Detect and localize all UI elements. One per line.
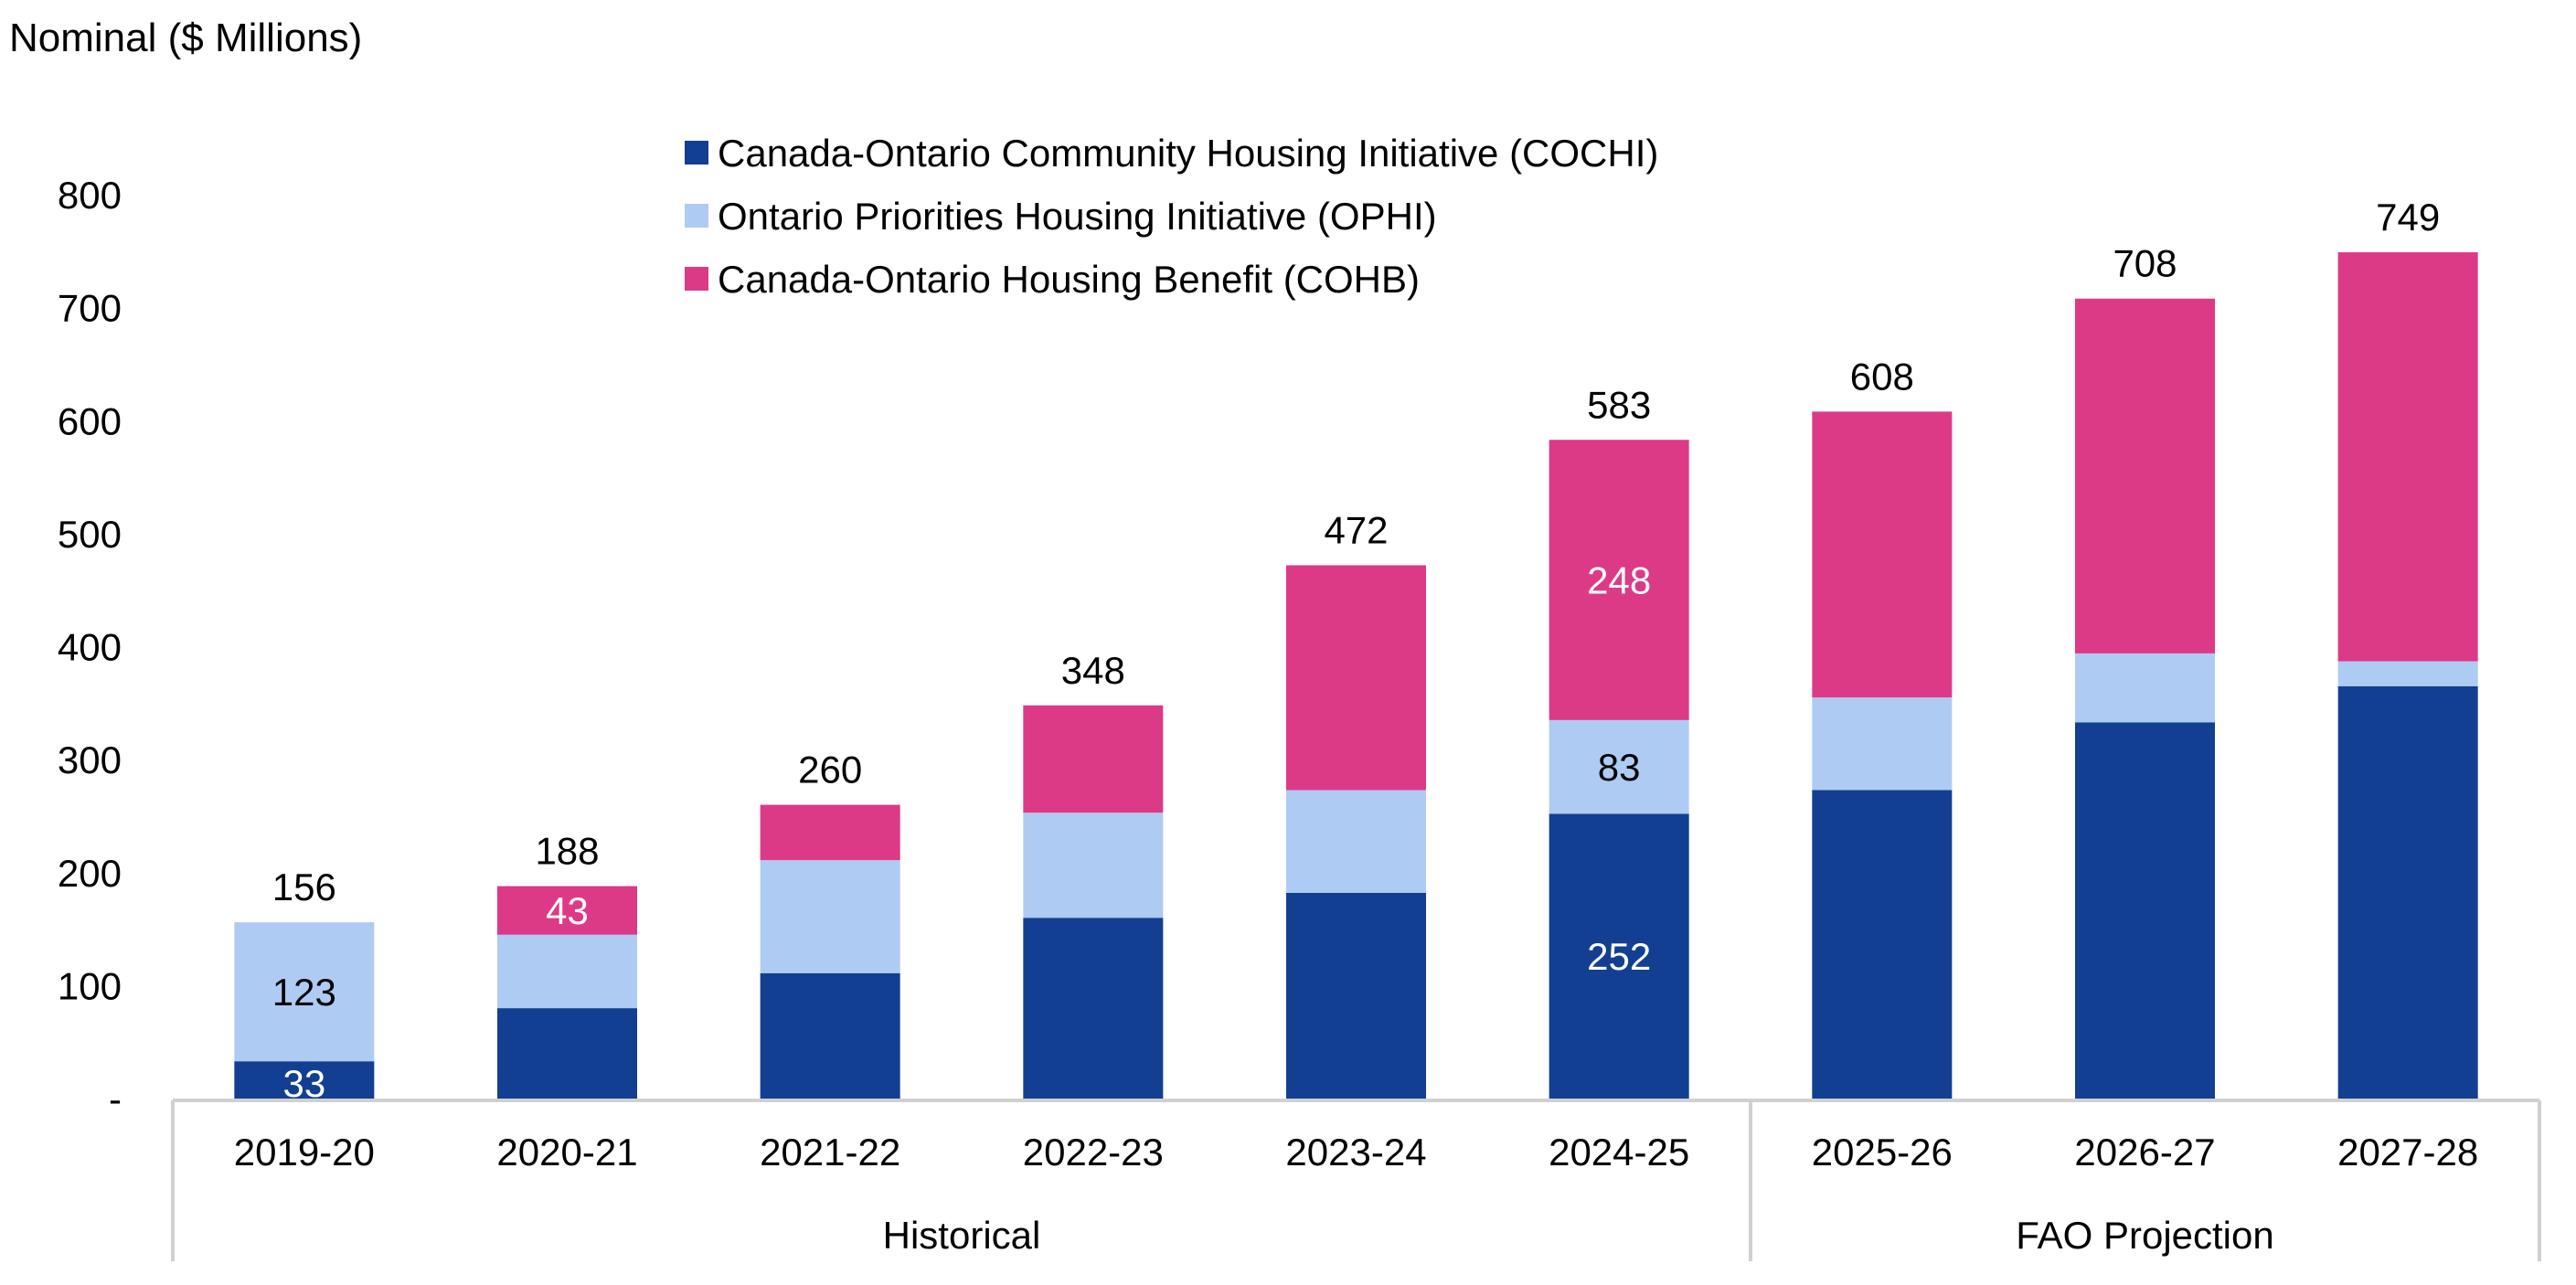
y-tick-label: 700 bbox=[58, 287, 122, 330]
bars: 3312315643188260348472252832485836087087… bbox=[234, 196, 2478, 1105]
x-axis: 2019-20 2020-21 2021-22 2022-23 2023-24 2024-… bbox=[171, 1099, 2541, 1261]
x-tick-label: 2022-23 bbox=[1023, 1131, 1164, 1173]
total-data-label: 472 bbox=[1324, 508, 1388, 551]
bar-segment bbox=[234, 1061, 375, 1099]
segment-data-label: 43 bbox=[546, 889, 589, 932]
bar-segment bbox=[1549, 813, 1689, 1099]
legend-item: Ontario Priorities Housing Initiative (O… bbox=[685, 195, 1437, 238]
bar-segment bbox=[2337, 661, 2478, 686]
bar-stack-2026-27: 708 bbox=[2075, 242, 2215, 1099]
bar-segment bbox=[1812, 411, 1953, 698]
segment-data-label: 248 bbox=[1587, 559, 1651, 602]
bar-segment bbox=[1812, 790, 1953, 1099]
bar-stack-2027-28: 749 bbox=[2337, 196, 2478, 1099]
x-tick-label: 2019-20 bbox=[234, 1131, 375, 1173]
bar-segment bbox=[1023, 812, 1164, 919]
category-group-label: FAO Projection bbox=[2016, 1214, 2273, 1257]
y-tick-label: 600 bbox=[58, 399, 122, 442]
legend-item: Canada-Ontario Community Housing Initiat… bbox=[685, 132, 1658, 175]
x-tick-label: 2027-28 bbox=[2337, 1131, 2478, 1173]
y-tick-label: 100 bbox=[58, 964, 122, 1007]
bar-stack-2023-24: 472 bbox=[1286, 508, 1426, 1099]
segment-data-label: 83 bbox=[1598, 746, 1641, 789]
legend-swatch bbox=[685, 267, 708, 291]
bar-segment bbox=[760, 860, 900, 973]
bar-segment bbox=[2337, 252, 2478, 662]
segment-data-label: 252 bbox=[1587, 935, 1651, 978]
legend-label: Ontario Priorities Housing Initiative (O… bbox=[718, 195, 1437, 238]
segment-data-label: 33 bbox=[282, 1062, 325, 1105]
bar-segment bbox=[497, 886, 637, 935]
bar-segment bbox=[1286, 565, 1426, 791]
total-data-label: 348 bbox=[1061, 649, 1125, 692]
y-tick-label: 200 bbox=[58, 852, 122, 895]
bar-segment bbox=[234, 922, 375, 1062]
bar-segment bbox=[1023, 918, 1164, 1099]
x-tick-label: 2023-24 bbox=[1285, 1131, 1426, 1173]
bar-segment bbox=[2075, 722, 2215, 1099]
bar-segment bbox=[1812, 697, 1953, 791]
total-data-label: 583 bbox=[1587, 383, 1651, 426]
bar-segment bbox=[2075, 298, 2215, 653]
bar-segment bbox=[1023, 705, 1164, 813]
x-tick-label: 2026-27 bbox=[2074, 1131, 2215, 1173]
bar-segment bbox=[497, 934, 637, 1009]
total-data-label: 608 bbox=[1850, 355, 1914, 398]
bar-segment bbox=[1549, 719, 1689, 814]
legend-swatch bbox=[685, 204, 708, 228]
x-tick-label: 2025-26 bbox=[1812, 1131, 1953, 1173]
bar-segment bbox=[1286, 790, 1426, 894]
total-data-label: 260 bbox=[798, 749, 862, 791]
total-data-label: 156 bbox=[272, 866, 336, 908]
x-tick-label: 2024-25 bbox=[1549, 1131, 1689, 1173]
bar-stack-2021-22: 260 bbox=[760, 749, 900, 1099]
bar-stack-2024-25: 252 83 248 583 bbox=[1549, 383, 1689, 1099]
bar-stack-2019-20: 33 123 156 bbox=[234, 866, 375, 1105]
total-data-label: 708 bbox=[2113, 242, 2177, 285]
total-data-label: 188 bbox=[535, 830, 599, 873]
category-group-label: Historical bbox=[883, 1214, 1041, 1257]
x-tick-label: 2020-21 bbox=[496, 1131, 637, 1173]
y-tick-label: 400 bbox=[58, 626, 122, 669]
legend-label: Canada-Ontario Community Housing Initiat… bbox=[718, 132, 1658, 175]
y-tick-label: - bbox=[109, 1078, 122, 1120]
bar-stack-2025-26: 608 bbox=[1812, 355, 1953, 1099]
x-tick-label: 2021-22 bbox=[760, 1131, 900, 1173]
bar-segment bbox=[2337, 685, 2478, 1099]
y-tick-label: 300 bbox=[58, 738, 122, 781]
y-tick-label: 500 bbox=[58, 513, 122, 556]
bar-segment bbox=[497, 1008, 637, 1099]
y-axis-title: Nominal ($ Millions) bbox=[9, 16, 362, 60]
bar-segment bbox=[2075, 653, 2215, 723]
segment-data-label: 123 bbox=[272, 971, 336, 1014]
legend-swatch bbox=[685, 141, 708, 165]
legend-label: Canada-Ontario Housing Benefit (COHB) bbox=[718, 258, 1420, 301]
bar-segment bbox=[760, 804, 900, 861]
bar-stack-2022-23: 348 bbox=[1023, 649, 1164, 1099]
y-axis-ticks: - 100 200 300 400 500 600 700 800 bbox=[58, 174, 122, 1120]
y-tick-label: 800 bbox=[58, 174, 122, 217]
legend: Canada-Ontario Community Housing Initiat… bbox=[685, 132, 1658, 301]
bar-segment bbox=[760, 972, 900, 1099]
legend-item: Canada-Ontario Housing Benefit (COHB) bbox=[685, 258, 1420, 301]
total-data-label: 749 bbox=[2376, 196, 2440, 239]
bar-segment bbox=[1286, 893, 1426, 1099]
bar-segment bbox=[1549, 440, 1689, 720]
